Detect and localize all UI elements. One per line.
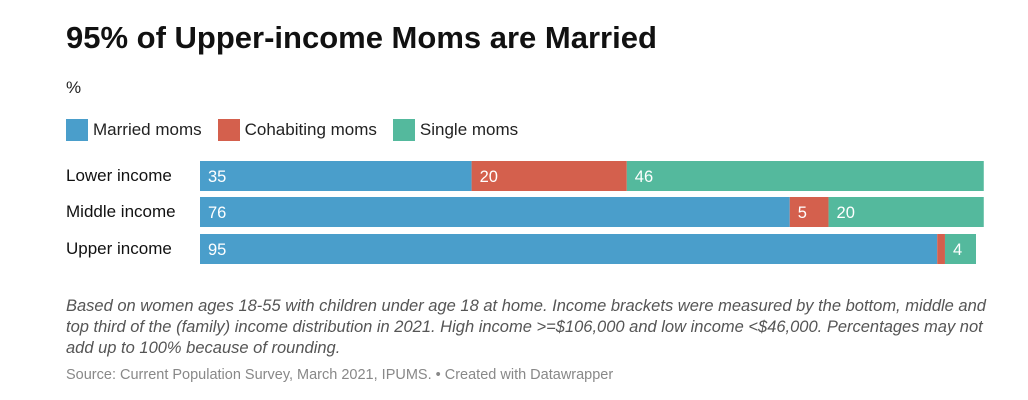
bar-upper-income-cohabiting (937, 234, 945, 264)
legend-label-cohabiting: Cohabiting moms (244, 120, 377, 139)
legend-item-cohabiting: Cohabiting moms (217, 119, 377, 141)
chart-notes: Based on women ages 18-55 with children … (66, 297, 986, 357)
chart-title: 95% of Upper-income Moms are Married (66, 20, 657, 55)
bar-upper-income-single (944, 234, 976, 264)
data-label-middle-income-single: 20 (837, 204, 855, 222)
bar-middle-income-single (828, 197, 984, 227)
data-label-lower-income-cohabiting: 20 (480, 168, 498, 186)
bar-lower-income-single (626, 161, 984, 191)
legend-swatch-single (392, 119, 415, 141)
data-label-lower-income-married: 35 (208, 168, 226, 186)
bar-middle-income-cohabiting (789, 197, 829, 227)
data-label-upper-income-single: 4 (953, 241, 962, 259)
data-label-lower-income-single: 46 (635, 168, 653, 186)
legend-label-single: Single moms (419, 120, 519, 139)
bar-lower-income-cohabiting (471, 161, 627, 191)
data-label-middle-income-cohabiting: 5 (798, 204, 807, 222)
legend-item-married: Married moms (66, 119, 202, 141)
bar-upper-income-married (200, 234, 938, 264)
legend-item-single: Single moms (392, 119, 519, 141)
stacked-bar-chart: 35 20 46 76 5 20 95 4 (200, 161, 984, 264)
legend-swatch-cohabiting (217, 119, 240, 141)
row-label-middle-income: Middle income (66, 202, 176, 221)
legend: Married moms Cohabiting moms Single moms (66, 119, 534, 141)
legend-label-married: Married moms (93, 120, 202, 139)
bar-lower-income-married (200, 161, 472, 191)
bar-middle-income-married (200, 197, 790, 227)
data-label-middle-income-married: 76 (208, 204, 226, 222)
chart-subtitle: % (66, 78, 82, 97)
row-label-upper-income: Upper income (66, 239, 172, 258)
row-label-lower-income: Lower income (66, 166, 172, 185)
chart-source: Source: Current Population Survey, March… (66, 367, 614, 383)
data-label-upper-income-married: 95 (208, 241, 226, 259)
legend-swatch-married (66, 119, 88, 141)
